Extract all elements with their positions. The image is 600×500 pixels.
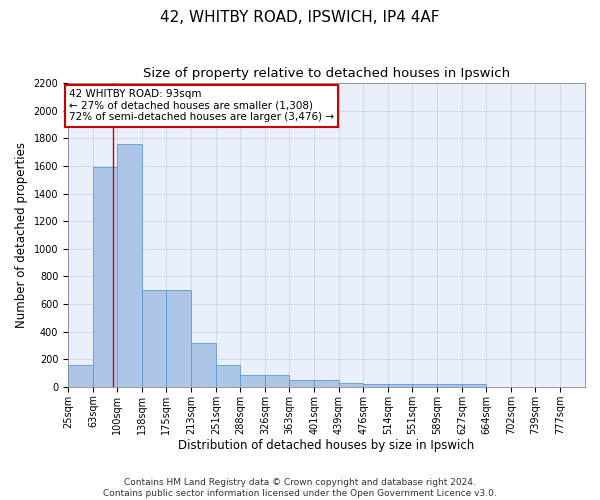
Bar [93,168,117,387]
Text: 42 WHITBY ROAD: 93sqm
← 27% of detached houses are smaller (1,308)
72% of semi-d: 42 WHITBY ROAD: 93sqm ← 27% of detached … [68,90,334,122]
Bar [462,384,486,387]
Bar [216,364,240,387]
Bar [117,144,142,387]
Bar [142,290,166,387]
Bar [240,375,265,387]
Bar [68,364,93,387]
Bar [339,382,363,387]
Title: Size of property relative to detached houses in Ipswich: Size of property relative to detached ho… [143,68,510,80]
X-axis label: Distribution of detached houses by size in Ipswich: Distribution of detached houses by size … [178,440,475,452]
Bar [437,384,462,387]
Bar [314,380,339,387]
Bar [412,384,437,387]
Bar [265,375,289,387]
Text: Contains HM Land Registry data © Crown copyright and database right 2024.
Contai: Contains HM Land Registry data © Crown c… [103,478,497,498]
Bar [388,384,412,387]
Bar [191,342,216,387]
Y-axis label: Number of detached properties: Number of detached properties [15,142,28,328]
Bar [289,380,314,387]
Bar [363,384,388,387]
Bar [166,290,191,387]
Text: 42, WHITBY ROAD, IPSWICH, IP4 4AF: 42, WHITBY ROAD, IPSWICH, IP4 4AF [160,10,440,25]
